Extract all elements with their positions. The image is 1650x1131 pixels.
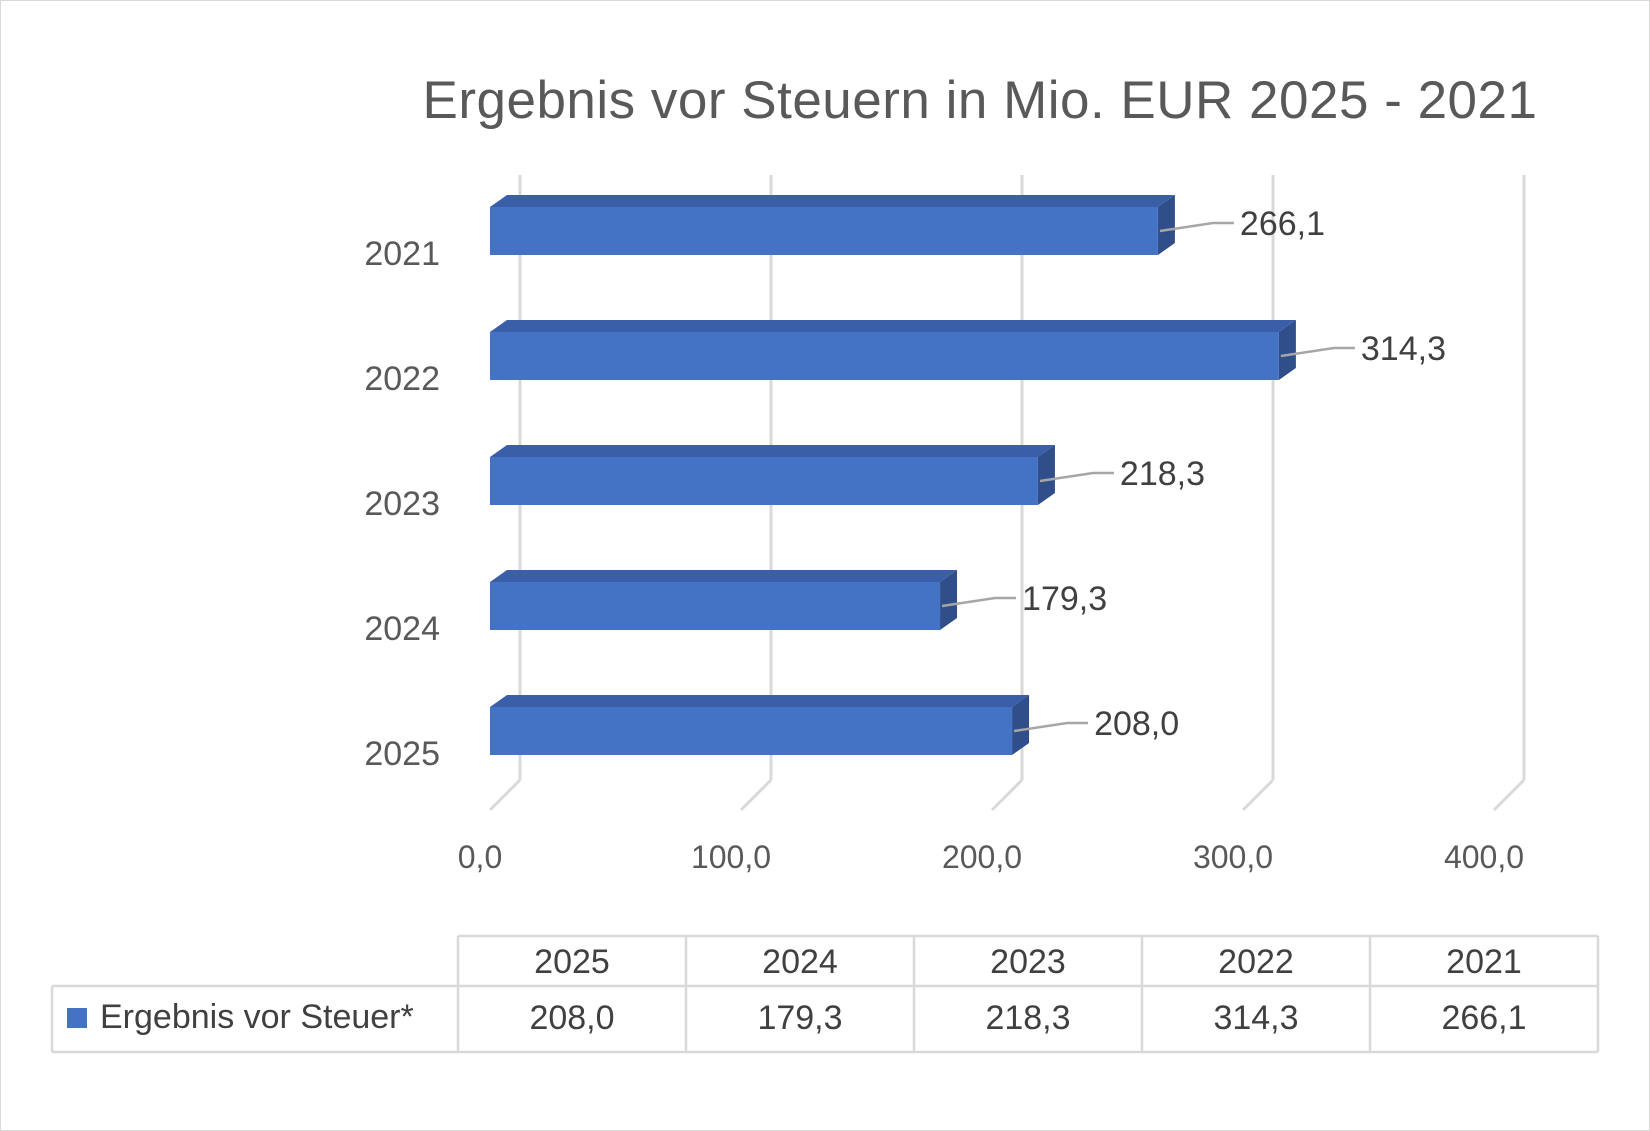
legend-swatch (67, 1008, 87, 1028)
bar-top-2025 (490, 695, 1030, 707)
x-tick-label: 400,0 (1444, 839, 1524, 875)
y-tick-label-2021: 2021 (364, 235, 440, 273)
data-label-2024: 179,3 (1022, 580, 1107, 618)
x-tick-label: 100,0 (691, 839, 771, 875)
table-value-cell: 266,1 (1441, 999, 1526, 1037)
floor-line-300 (1241, 778, 1275, 812)
bar-2023 (490, 457, 1038, 505)
axes: 0,0 100,0 200,0 300,0 400,0 2025 2024 2023 2022 2… (364, 235, 1524, 875)
data-label-2022: 314,3 (1361, 330, 1446, 368)
bar-top-2023 (490, 445, 1055, 457)
floor-line-0 (488, 778, 522, 812)
leader-line-2023 (1039, 471, 1114, 483)
chart-title: Ergebnis vor Steuern in Mio. EUR 2025 - … (422, 71, 1538, 130)
bar-2022 (490, 332, 1279, 380)
bar-2025 (490, 707, 1013, 755)
bar-2024 (490, 582, 941, 630)
bar-top-2024 (490, 570, 958, 582)
x-tick-label: 0,0 (458, 839, 502, 875)
table-header-cell: 2025 (534, 943, 610, 981)
data-table: 2025 2024 2023 2022 2021 Ergebnis vor Steuer*… (50, 934, 1600, 1054)
table-value-cell: 208,0 (529, 999, 614, 1037)
table-value-cell: 314,3 (1213, 999, 1298, 1037)
leader-line-2021 (1159, 221, 1234, 233)
table-header-cell: 2021 (1446, 943, 1522, 981)
leader-line-2022 (1280, 346, 1355, 358)
floor-line-100 (739, 778, 773, 812)
bars (490, 195, 1296, 755)
bar-side-2023 (1037, 445, 1055, 505)
table-header-cell: 2024 (762, 943, 838, 981)
bar-2021 (490, 207, 1158, 255)
data-label-2023: 218,3 (1120, 455, 1205, 493)
leader-line-2025 (1013, 721, 1089, 733)
table-header-cell: 2023 (990, 943, 1066, 981)
y-tick-label-2025: 2025 (364, 735, 440, 773)
table-value-cell: 218,3 (985, 999, 1070, 1037)
floor-line-200 (990, 778, 1024, 812)
x-tick-label: 200,0 (942, 839, 1022, 875)
bar-side-2021 (1157, 195, 1175, 255)
bar-side-2025 (1012, 695, 1030, 755)
floor-line-400 (1492, 778, 1526, 812)
x-tick-label: 300,0 (1193, 839, 1273, 875)
y-tick-label-2024: 2024 (364, 610, 440, 648)
bar-top-2021 (490, 195, 1175, 207)
y-tick-label-2023: 2023 (364, 485, 440, 523)
bar-side-2024 (940, 570, 958, 630)
table-header-cell: 2022 (1218, 943, 1294, 981)
data-labels: 208,0 179,3 218,3 314,3 266,1 (941, 205, 1446, 743)
data-label-2025: 208,0 (1094, 705, 1179, 743)
legend-label: Ergebnis vor Steuer* (100, 998, 414, 1036)
data-label-2021: 266,1 (1240, 205, 1325, 243)
table-value-cell: 179,3 (757, 999, 842, 1037)
leader-line-2024 (941, 596, 1017, 608)
y-tick-label-2022: 2022 (364, 360, 440, 398)
bar-top-2022 (490, 320, 1296, 332)
bar-side-2022 (1278, 320, 1296, 380)
